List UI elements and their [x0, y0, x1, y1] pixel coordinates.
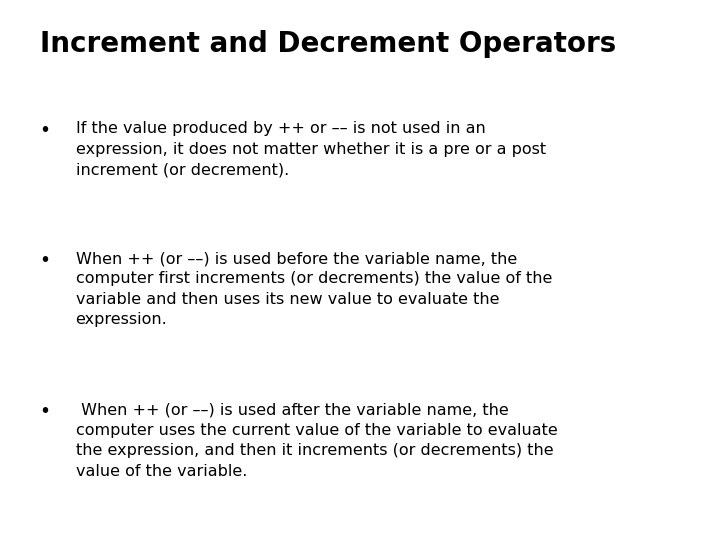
Text: If the value produced by ++ or –– is not used in an
expression, it does not matt: If the value produced by ++ or –– is not… [76, 122, 546, 177]
Text: When ++ (or ––) is used after the variable name, the
computer uses the current v: When ++ (or ––) is used after the variab… [76, 402, 557, 478]
Text: Increment and Decrement Operators: Increment and Decrement Operators [40, 30, 616, 58]
Text: •: • [40, 402, 50, 421]
Text: •: • [40, 251, 50, 270]
Text: When ++ (or ––) is used before the variable name, the
computer first increments : When ++ (or ––) is used before the varia… [76, 251, 552, 327]
Text: •: • [40, 122, 50, 140]
